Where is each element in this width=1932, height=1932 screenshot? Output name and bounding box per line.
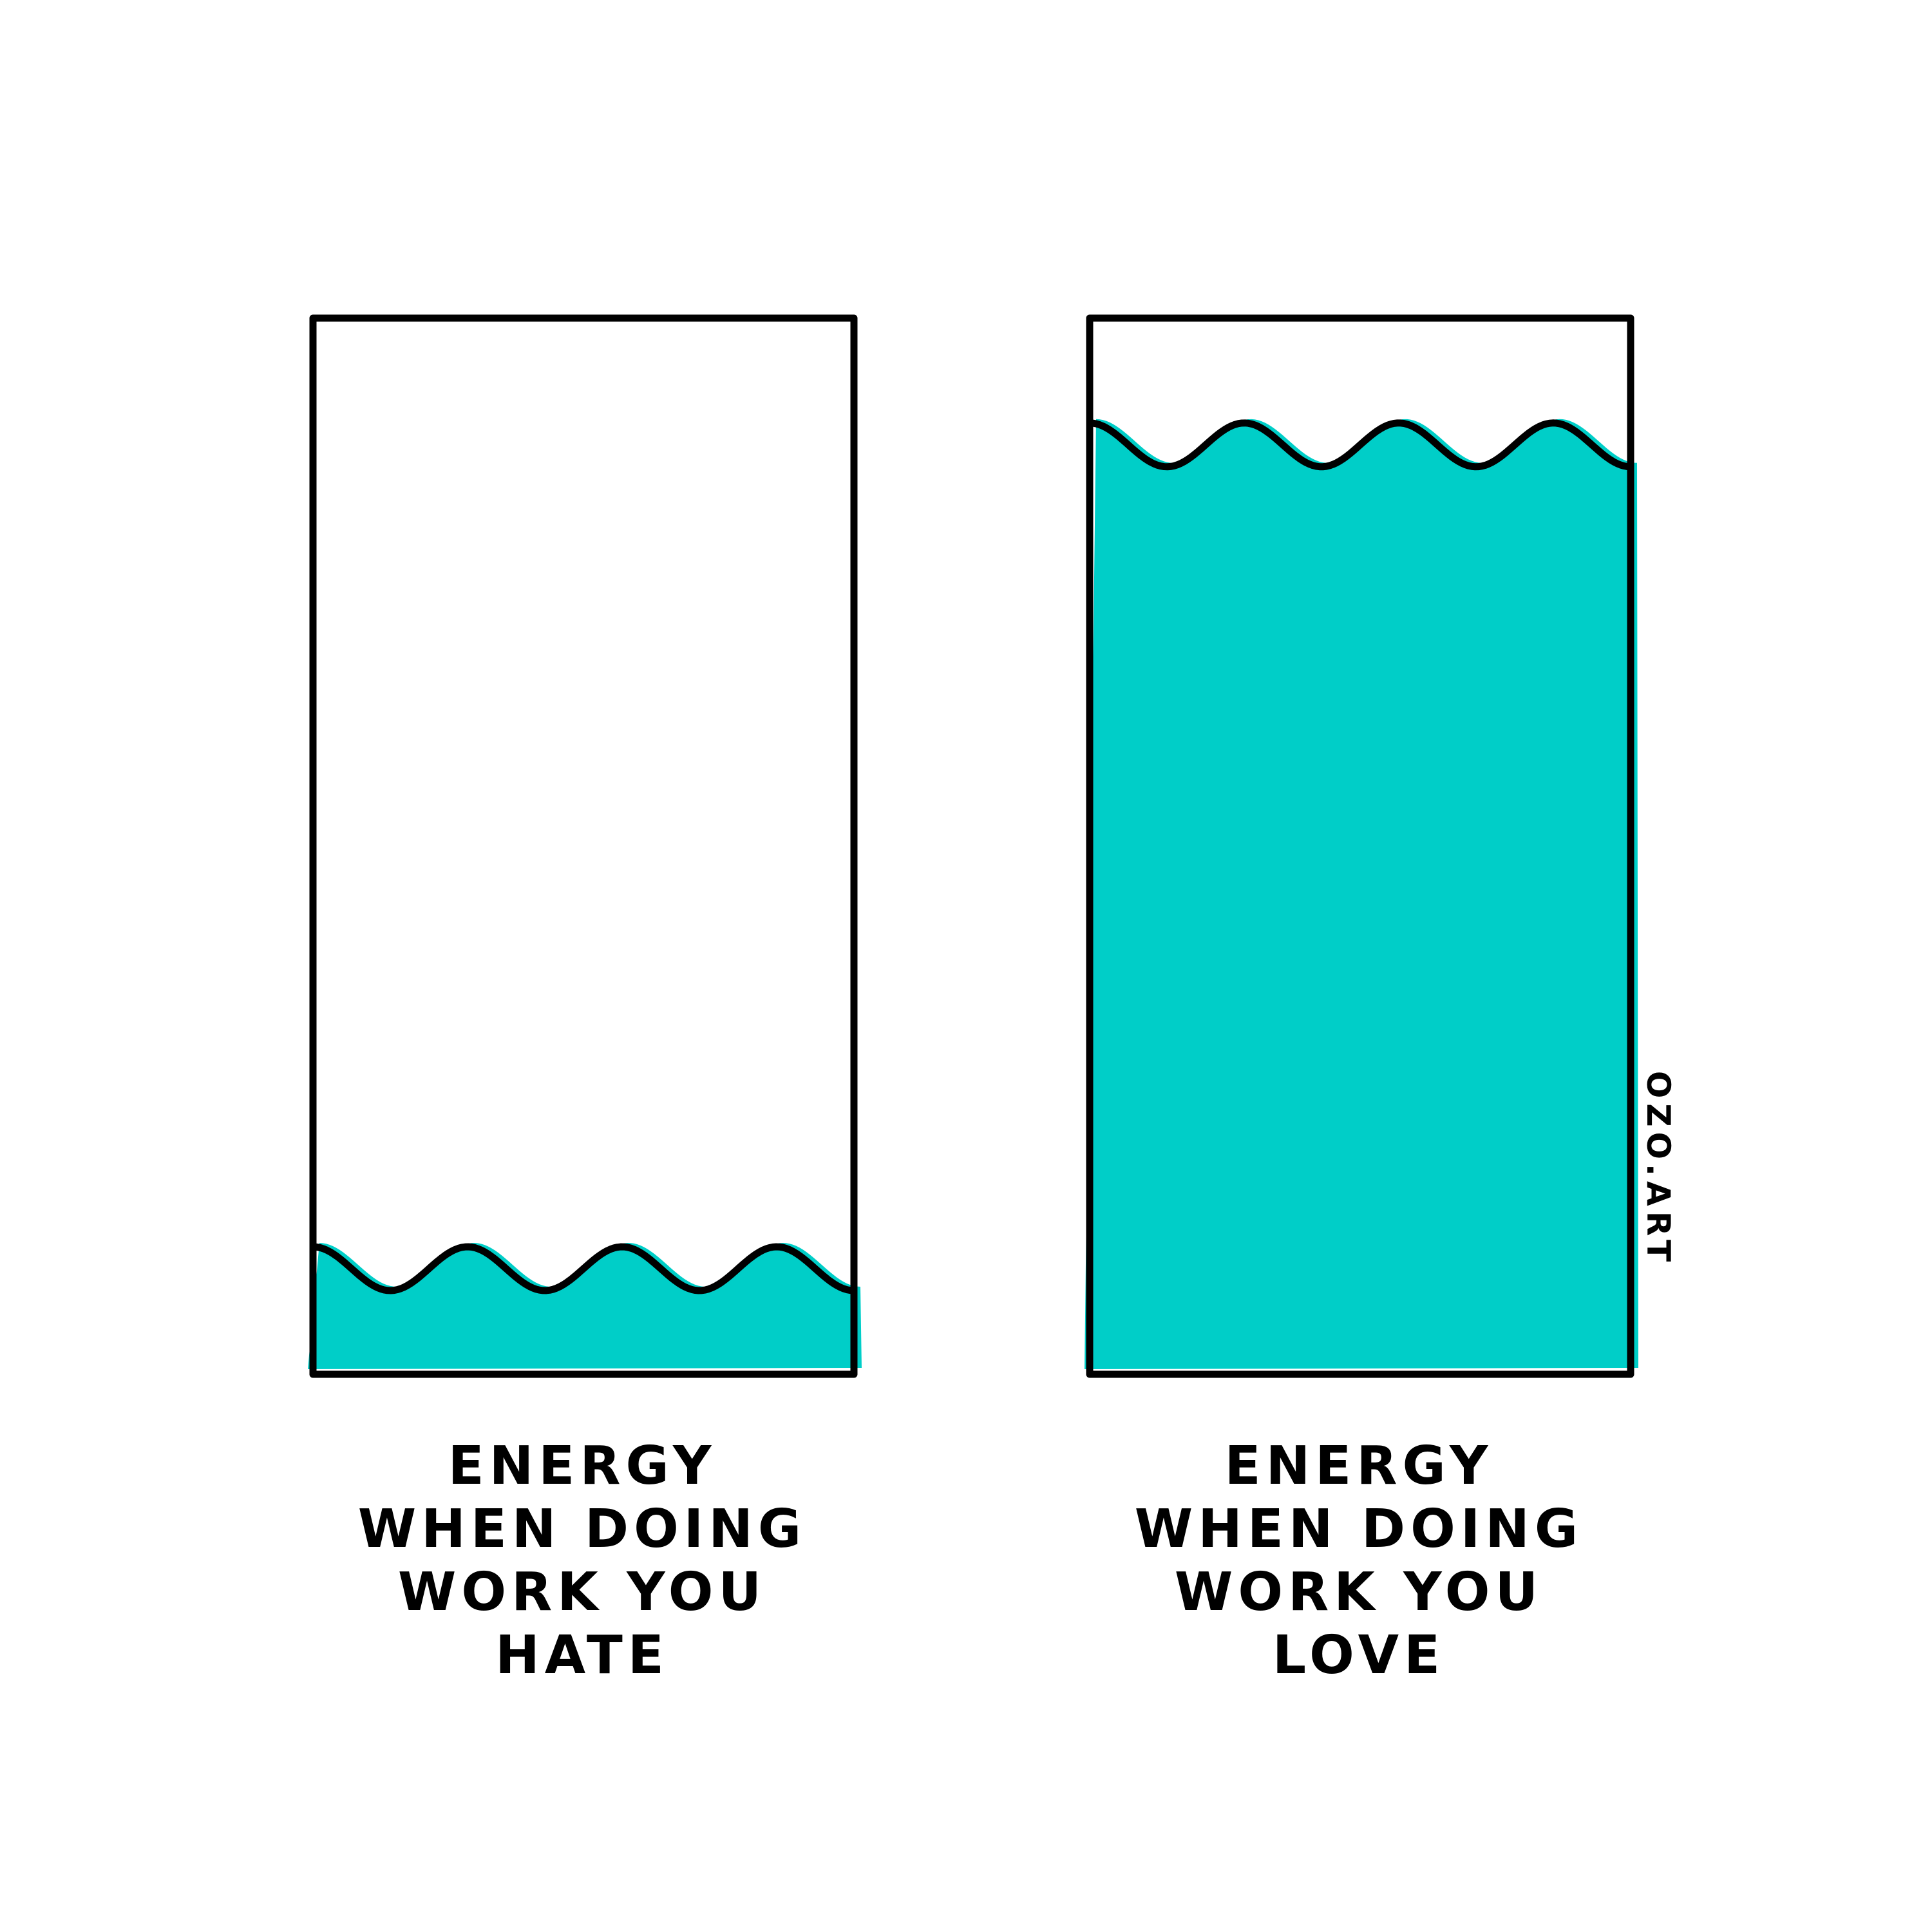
glass-outline [309,314,858,1378]
caption-hate-line-2: WHEN DOING [357,1499,807,1560]
energy-glass-love [1084,314,1638,1378]
energy-fill [308,1243,862,1369]
caption-love-line-2: WHEN DOING [1134,1499,1584,1560]
caption-love-line-3: WORK YOU [1174,1562,1544,1623]
caption-hate-line-4: HATE [495,1625,669,1686]
caption-hate-line-3: WORK YOU [397,1562,767,1623]
caption-hate-line-1: ENERGY [448,1435,717,1497]
artist-signature: OZO.ART [1640,1070,1677,1267]
caption-love-line-4: LOVE [1272,1625,1446,1686]
energy-wave-line [309,1243,858,1294]
caption-hate: ENERGY WHEN DOING WORK YOU HATE [292,1435,872,1687]
caption-love: ENERGY WHEN DOING WORK YOU LOVE [1069,1435,1649,1687]
glass-outline [1086,314,1634,1378]
caption-love-line-1: ENERGY [1224,1435,1493,1497]
energy-wave-line [1086,419,1634,471]
energy-fill [1084,419,1638,1369]
energy-glass-hate [308,314,862,1378]
